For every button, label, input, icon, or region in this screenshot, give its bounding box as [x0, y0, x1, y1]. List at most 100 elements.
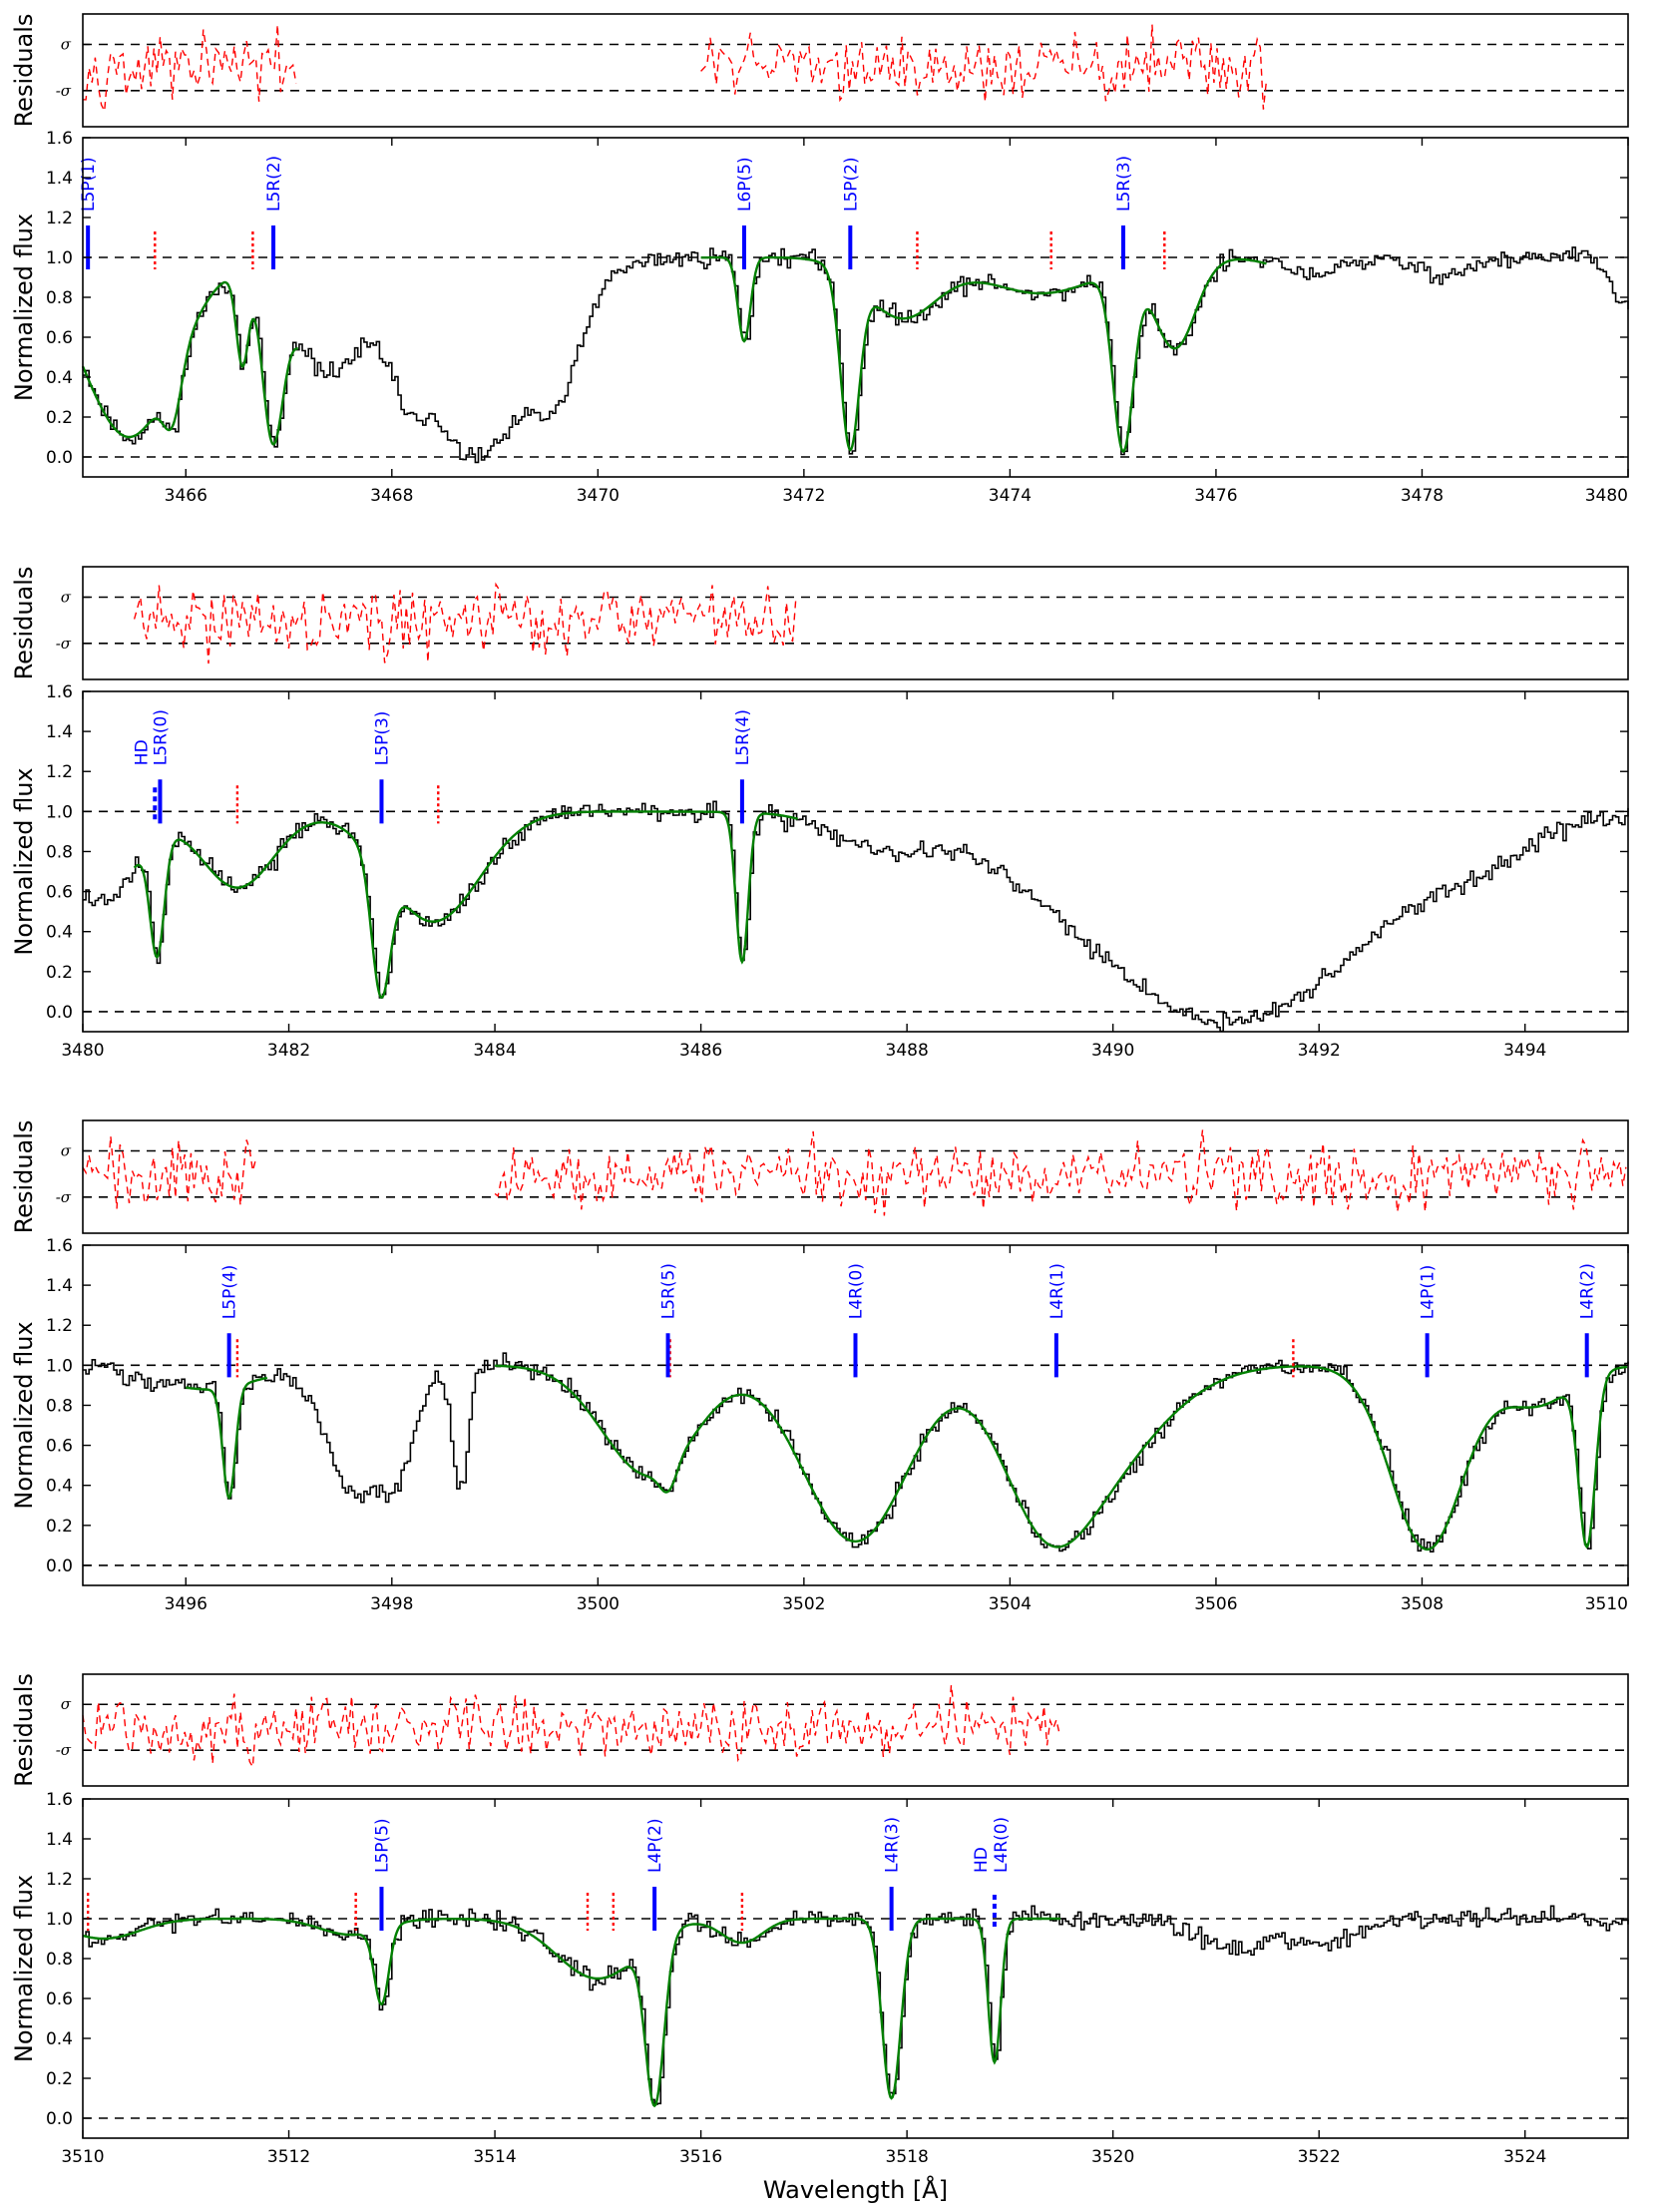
- x-tick-label: 3476: [1194, 486, 1237, 506]
- h2-line-label: L4P(2): [645, 1818, 665, 1873]
- residuals-ylabel: Residuals: [10, 14, 38, 128]
- h2-line-label: L5P(5): [372, 1818, 392, 1873]
- residual-series: [82, 24, 297, 114]
- y-tick-label: 0.4: [46, 2029, 73, 2049]
- residual-tick-sigma: σ: [61, 1142, 72, 1160]
- x-tick-label: 3500: [577, 1594, 620, 1614]
- residuals-frame: [82, 13, 1629, 128]
- residuals-frame: [82, 1673, 1629, 1787]
- residuals-ylabel: Residuals: [10, 1120, 38, 1234]
- residual-series: [82, 1135, 257, 1209]
- x-tick-label: 3498: [370, 1594, 413, 1614]
- x-tick-label: 3480: [61, 1041, 104, 1061]
- x-tick-label: 3496: [165, 1594, 207, 1614]
- hd-line-label: HD: [972, 1847, 992, 1873]
- y-tick-label: 1.0: [46, 802, 73, 822]
- observed-flux: [83, 800, 1629, 1033]
- x-tick-label: 3474: [989, 486, 1032, 506]
- residual-tick-sigma: σ: [61, 36, 72, 54]
- model-fit: [133, 810, 799, 1000]
- y-tick-label: 0.8: [46, 288, 73, 308]
- h2-line-label: L5R(0): [151, 709, 171, 765]
- y-tick-label: 1.4: [46, 1276, 73, 1296]
- residuals-ylabel: Residuals: [10, 1673, 38, 1787]
- x-tick-label: 3510: [1585, 1594, 1628, 1614]
- flux-ylabel: Normalized flux: [10, 214, 38, 401]
- y-tick-label: 0.0: [46, 2109, 73, 2129]
- residual-tick-minus-sigma: -σ: [56, 1741, 72, 1759]
- y-tick-label: 1.2: [46, 1870, 73, 1890]
- y-tick-label: 0.6: [46, 1437, 73, 1457]
- residuals-panel: σ -σ Residuals: [10, 566, 1629, 680]
- model-fit: [82, 1917, 1060, 2108]
- y-tick-label: 0.8: [46, 1950, 73, 1970]
- residual-tick-minus-sigma: -σ: [56, 1188, 72, 1206]
- residuals-ylabel: Residuals: [10, 567, 38, 680]
- y-tick-label: 0.4: [46, 923, 73, 943]
- y-tick-label: 0.8: [46, 1396, 73, 1416]
- y-tick-label: 1.4: [46, 169, 73, 189]
- x-tick-label: 3502: [782, 1594, 825, 1614]
- x-tick-label: 3466: [165, 486, 207, 506]
- x-tick-label: 3490: [1091, 1041, 1134, 1061]
- y-tick-label: 0.2: [46, 1517, 73, 1537]
- x-tick-label: 3484: [473, 1041, 516, 1061]
- residuals-panel: σ -σ Residuals: [10, 1119, 1629, 1234]
- h2-line-label: L5P(3): [372, 711, 392, 766]
- flux-frame: [82, 690, 1629, 1033]
- h2-line-label: L4R(2): [1578, 1263, 1598, 1319]
- flux-panel: L5P(5) L4P(2) L4R(3) HD L4R(0) 0.0 0.2 0.4 0.6 0.…: [10, 1790, 1629, 2204]
- x-tick-label: 3492: [1298, 1041, 1341, 1061]
- residual-tick-sigma: σ: [61, 589, 72, 607]
- flux-frame: [82, 1798, 1629, 2139]
- x-tick-label: 3518: [886, 2147, 929, 2167]
- h2-line-label: L5R(3): [1114, 156, 1134, 212]
- residuals-frame: [82, 1119, 1629, 1234]
- flux-ylabel: Normalized flux: [10, 767, 38, 955]
- model-fit: [186, 1376, 268, 1501]
- y-tick-label: 1.0: [46, 1356, 73, 1376]
- x-tick-label: 3508: [1401, 1594, 1444, 1614]
- x-tick-label: 3494: [1503, 1041, 1546, 1061]
- h2-line-label: L5P(2): [841, 157, 861, 212]
- y-tick-label: 0.0: [46, 1003, 73, 1023]
- flux-ylabel: Normalized flux: [10, 1875, 38, 2062]
- residual-series: [700, 24, 1268, 110]
- x-tick-label: 3506: [1194, 1594, 1237, 1614]
- h2-line-label: L5R(5): [659, 1263, 679, 1319]
- x-tick-label: 3514: [473, 2147, 516, 2167]
- x-tick-label: 3512: [267, 2147, 310, 2167]
- x-tick-label: 3470: [577, 486, 620, 506]
- y-tick-label: 1.2: [46, 762, 73, 782]
- flux-ylabel: Normalized flux: [10, 1321, 38, 1509]
- y-tick-label: 0.2: [46, 408, 73, 428]
- x-tick-label: 3522: [1298, 2147, 1341, 2167]
- residual-series: [82, 1684, 1060, 1769]
- x-tick-label: 3516: [679, 2147, 722, 2167]
- residual-series: [133, 582, 797, 664]
- x-axis-label: Wavelength [Å]: [763, 2175, 948, 2204]
- chart-panel-4: σ -σ Residuals L5P(5) L4P(2) L4R(3) HD L4R(0) 0.…: [10, 1673, 1629, 2204]
- model-fit: [495, 1364, 1628, 1551]
- y-tick-label: 1.4: [46, 1830, 73, 1850]
- chart-panel-1: σ -σ Residuals L5P(1) L5R(2) L6P(5) L5P(2) L5R(…: [10, 13, 1629, 506]
- h2-line-label: L6P(5): [735, 157, 755, 212]
- x-tick-label: 3478: [1401, 486, 1444, 506]
- y-tick-label: 0.6: [46, 1990, 73, 2009]
- y-tick-label: 0.8: [46, 842, 73, 862]
- y-tick-label: 1.6: [46, 682, 73, 702]
- y-tick-label: 1.6: [46, 1236, 73, 1256]
- residuals-panel: σ -σ Residuals: [10, 13, 1629, 128]
- y-tick-label: 0.2: [46, 2069, 73, 2089]
- residuals-frame: [82, 566, 1629, 680]
- flux-panel: L5P(4) L5R(5) L4R(0) L4R(1) L4P(1) L4R(2) 0.0 0…: [10, 1236, 1629, 1614]
- observed-flux: [83, 1352, 1629, 1552]
- y-tick-label: 0.4: [46, 1477, 73, 1497]
- residual-series: [494, 1129, 1627, 1216]
- h2-line-label: L4R(0): [847, 1263, 867, 1319]
- x-tick-label: 3482: [267, 1041, 310, 1061]
- x-tick-label: 3472: [782, 486, 825, 506]
- y-tick-label: 0.4: [46, 368, 73, 388]
- y-tick-label: 1.2: [46, 209, 73, 228]
